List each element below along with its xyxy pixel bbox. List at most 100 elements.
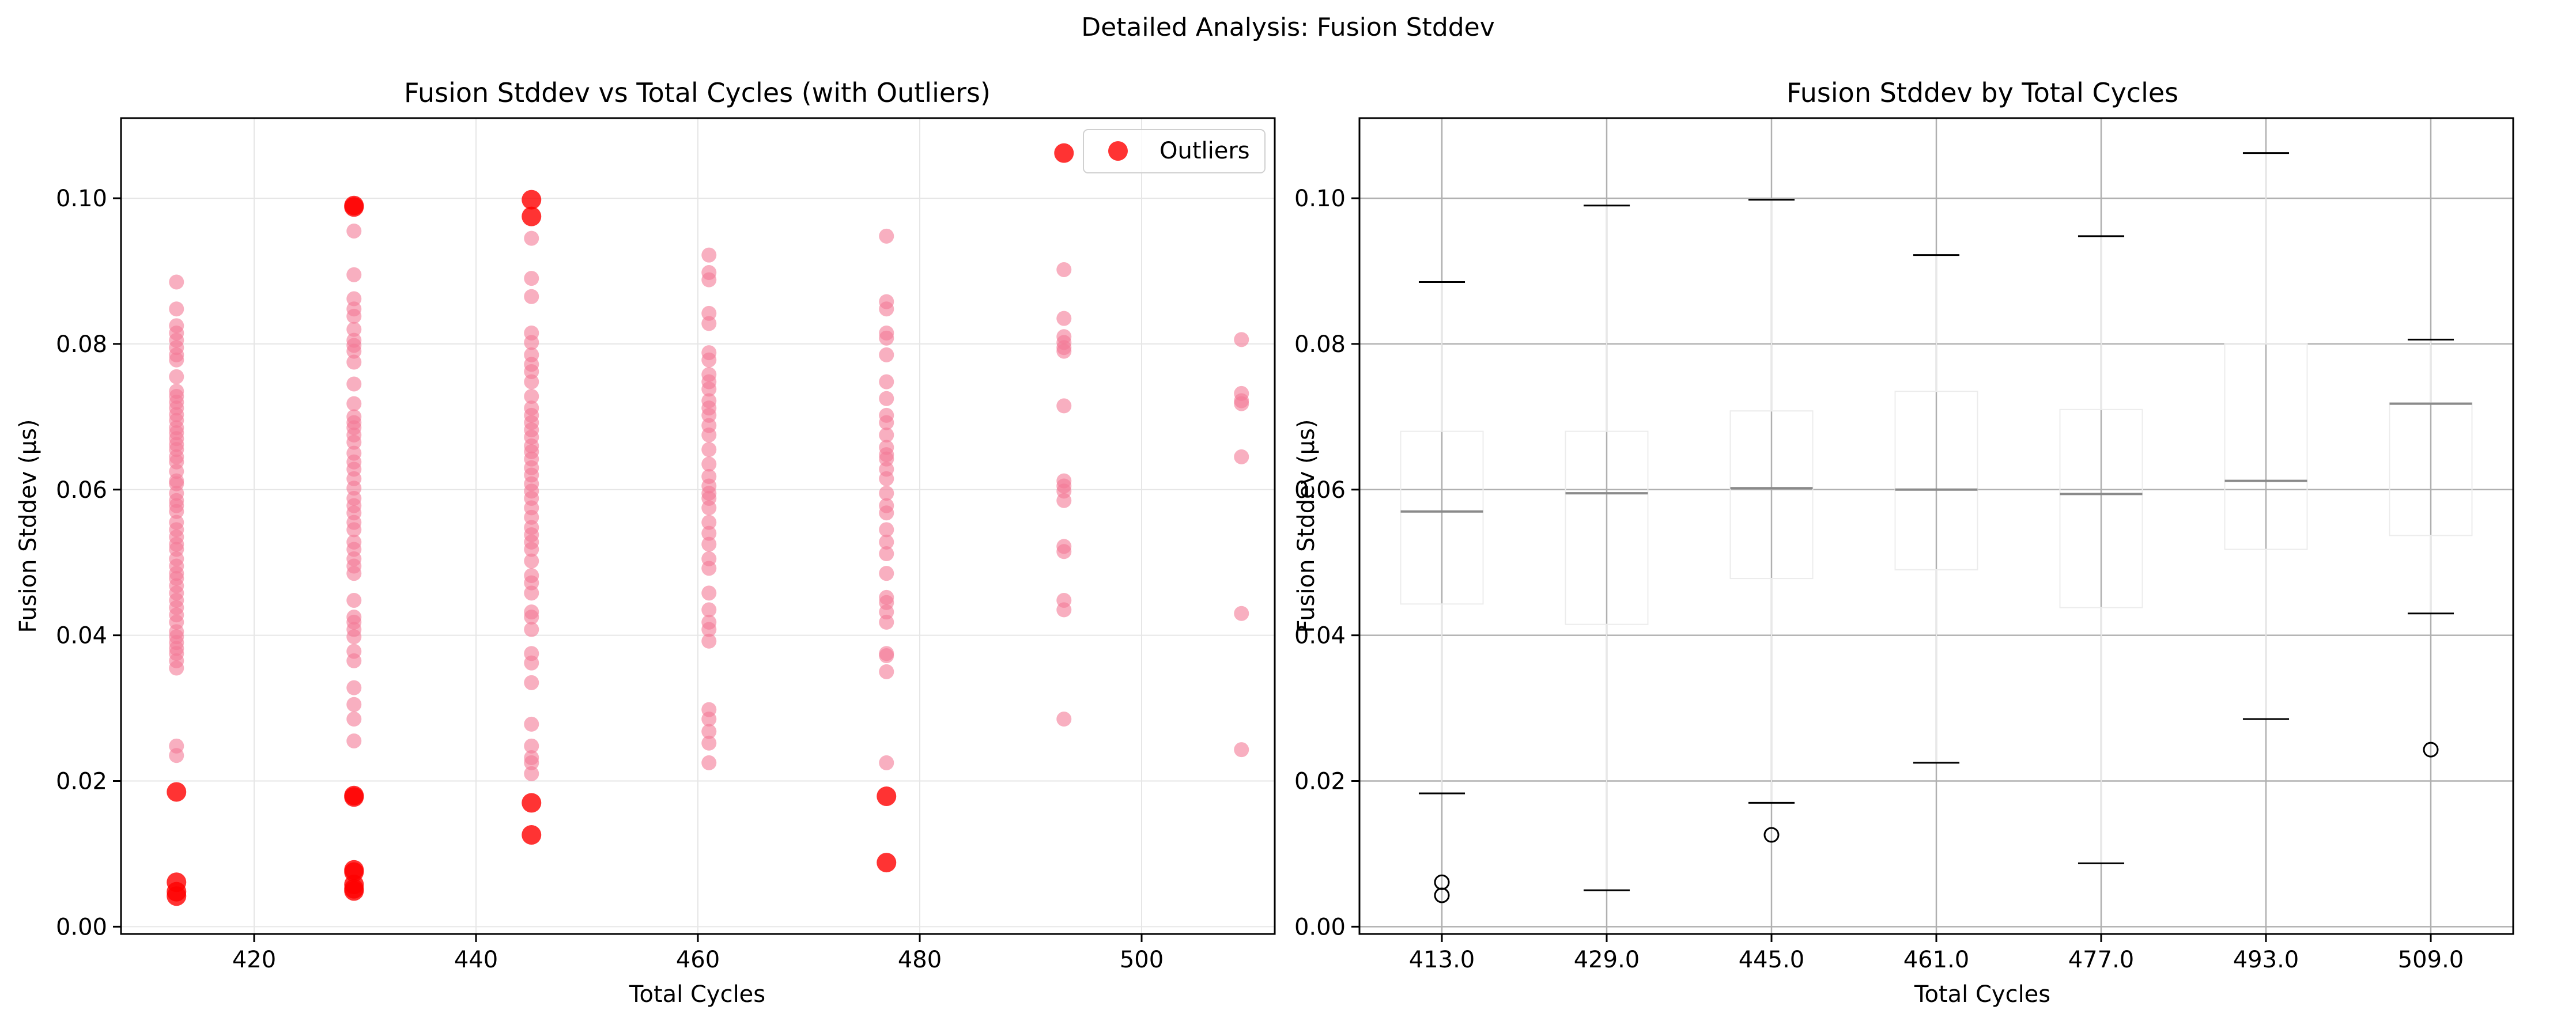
- scatter-point: [346, 343, 362, 359]
- scatter-point: [701, 381, 717, 397]
- scatter-point: [524, 655, 539, 671]
- scatter-legend: Outliers: [1083, 129, 1266, 173]
- scatter-title: Fusion Stddev vs Total Cycles (with Outl…: [404, 77, 991, 108]
- boxplot-y-tick-label: 0.10: [1294, 186, 1346, 212]
- scatter-point: [701, 247, 717, 263]
- scatter-point: [879, 566, 894, 581]
- scatter-point: [701, 735, 717, 751]
- scatter-point: [879, 664, 894, 679]
- scatter-x-tick-label: 420: [232, 947, 276, 973]
- scatter-point: [879, 391, 894, 406]
- scatter-x-tick-label: 460: [676, 947, 720, 973]
- scatter-point: [169, 748, 184, 763]
- scatter-point: [346, 653, 362, 668]
- scatter-outlier-point: [522, 190, 542, 210]
- boxplot-y-tick-label: 0.04: [1294, 623, 1346, 649]
- scatter-point: [701, 561, 717, 576]
- scatter-point: [701, 585, 717, 601]
- boxplot-box-477.0: [2059, 235, 2143, 864]
- scatter-point: [346, 267, 362, 282]
- scatter-outlier-point: [522, 793, 542, 813]
- scatter-point: [346, 522, 362, 538]
- scatter-x-axis-label: Total Cycles: [629, 981, 765, 1008]
- scatter-y-tick-label: 0.00: [56, 914, 107, 940]
- scatter-x-ticks: 420 440 460 480 500: [232, 934, 1164, 973]
- scatter-point: [1056, 343, 1072, 359]
- scatter-point: [701, 442, 717, 457]
- scatter-point: [1056, 398, 1072, 414]
- scatter-x-tick-label: 480: [898, 947, 942, 973]
- scatter-point: [346, 223, 362, 239]
- scatter-point: [524, 755, 539, 770]
- scatter-x-tick-label: 500: [1120, 947, 1164, 973]
- scatter-point: [879, 534, 894, 550]
- scatter-point: [879, 347, 894, 362]
- scatter-point: [1234, 742, 1249, 758]
- scatter-point: [169, 274, 184, 290]
- boxplot-x-tick-label: 477.0: [2068, 947, 2135, 973]
- scatter-point: [879, 374, 894, 389]
- scatter-point: [701, 622, 717, 637]
- figure-suptitle: Detailed Analysis: Fusion Stddev: [1081, 13, 1495, 42]
- scatter-point: [879, 755, 894, 770]
- scatter-point: [524, 289, 539, 304]
- scatter-point: [879, 486, 894, 501]
- scatter-point: [524, 585, 539, 601]
- scatter-point: [346, 376, 362, 392]
- scatter-point: [701, 602, 717, 618]
- boxplot-box-413.0: [1400, 281, 1484, 903]
- scatter-point: [701, 272, 717, 288]
- scatter-grid: [121, 118, 1275, 934]
- scatter-point: [879, 471, 894, 486]
- boxplot-x-tick-label: 429.0: [1574, 947, 1640, 973]
- scatter-point: [701, 427, 717, 442]
- boxplot-x-ticks: 413.0 429.0 445.0 461.0 477.0 493.0 509.0: [1409, 934, 2464, 973]
- boxplot-x-tick-label: 413.0: [1409, 947, 1475, 973]
- scatter-point: [346, 434, 362, 450]
- scatter-point: [1234, 332, 1249, 347]
- scatter-outlier-point: [522, 825, 542, 845]
- scatter-point: [879, 427, 894, 442]
- scatter-point: [701, 456, 717, 472]
- boxplot-boxes: [1400, 152, 2473, 903]
- scatter-point: [346, 566, 362, 581]
- scatter-point: [346, 354, 362, 370]
- boxplot-flier: [2423, 742, 2439, 758]
- scatter-outlier-point: [344, 881, 364, 901]
- scatter-outlier-point: [1054, 143, 1074, 163]
- scatter-point: [524, 716, 539, 732]
- legend-outliers-label: Outliers: [1159, 138, 1250, 164]
- scatter-point: [1056, 311, 1072, 326]
- scatter-point: [346, 396, 362, 411]
- scatter-point: [524, 766, 539, 781]
- boxplot-flier: [1434, 887, 1450, 903]
- scatter-point: [524, 374, 539, 389]
- boxplot-iqr-box: [2059, 409, 2143, 608]
- scatter-y-ticks: 0.00 0.02 0.04 0.06 0.08 0.10: [56, 186, 121, 940]
- scatter-point: [524, 610, 539, 625]
- boxplot-x-tick-label: 509.0: [2398, 947, 2464, 973]
- scatter-point: [1056, 602, 1072, 618]
- boxplot-x-tick-label: 493.0: [2233, 947, 2299, 973]
- scatter-point: [701, 525, 717, 541]
- scatter-point: [879, 546, 894, 562]
- scatter-point: [524, 388, 539, 404]
- scatter-point: [879, 228, 894, 244]
- legend-outliers-marker: [1108, 141, 1128, 161]
- scatter-y-axis-label: Fusion Stddev (µs): [15, 419, 41, 633]
- scatter-point: [879, 301, 894, 317]
- scatter-point: [701, 536, 717, 552]
- scatter-point: [169, 660, 184, 676]
- boxplot-iqr-box: [1729, 410, 1814, 580]
- scatter-point: [1234, 396, 1249, 411]
- scatter-point: [1234, 449, 1249, 464]
- scatter-outlier-point: [522, 206, 542, 226]
- boxplot-title: Fusion Stddev by Total Cycles: [1786, 77, 2178, 108]
- boxplot-iqr-box: [2224, 343, 2308, 550]
- scatter-point: [346, 308, 362, 324]
- boxplot-y-ticks: 0.00 0.02 0.04 0.06 0.08 0.10: [1294, 186, 1359, 940]
- scatter-x-tick-label: 440: [454, 947, 498, 973]
- scatter-point: [701, 500, 717, 516]
